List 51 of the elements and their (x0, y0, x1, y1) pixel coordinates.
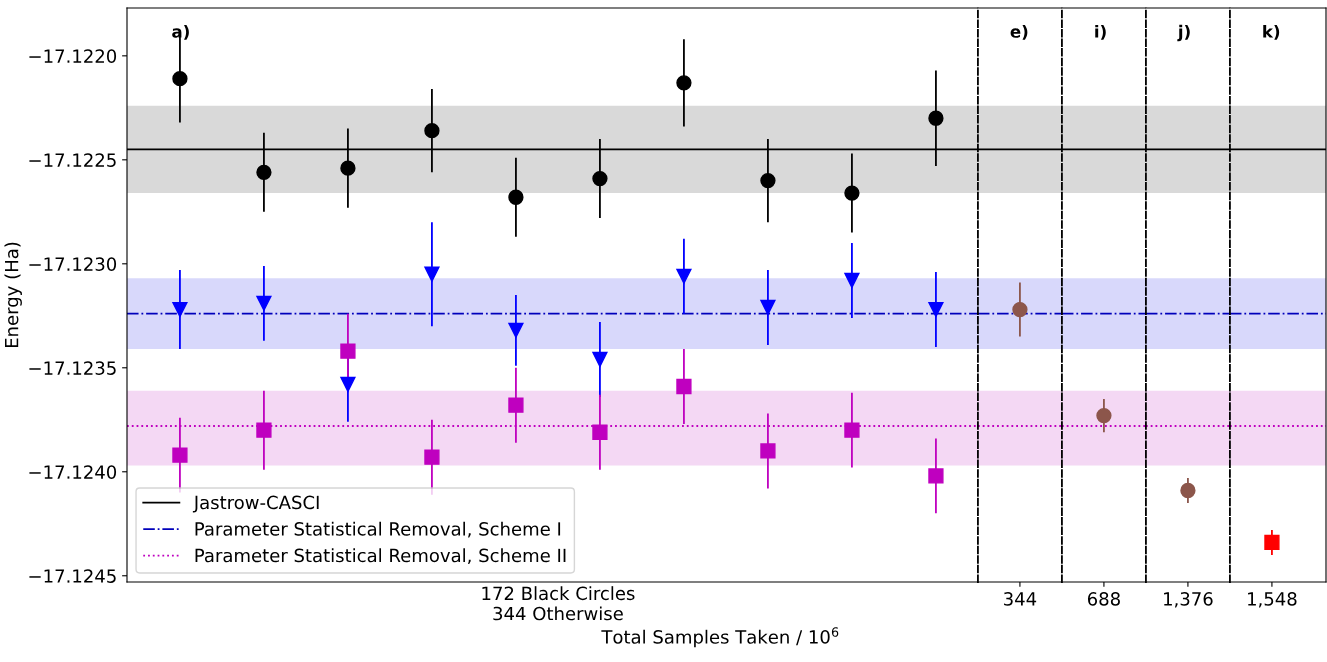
point (256, 422, 272, 438)
x-axis-title: Total Samples Taken / 10$^{6}$ (601, 627, 839, 648)
x-tick-label: 1,376 (1164, 592, 1213, 608)
point (928, 301, 944, 318)
y-tick-label: −17.1235 (29, 361, 116, 375)
y-tick-label: −17.1220 (29, 49, 117, 63)
x-tick-label: 344 (1004, 592, 1037, 606)
point (172, 447, 188, 463)
point (928, 468, 944, 484)
point (928, 110, 944, 126)
point (340, 343, 356, 359)
point (172, 71, 188, 87)
annotation: k) (1263, 24, 1280, 40)
legend-label: Parameter Statistical Removal, Scheme I (195, 521, 561, 538)
point (340, 160, 356, 176)
point (676, 378, 692, 395)
x-tick-label: 1,548 (1248, 592, 1297, 608)
y-tick-label: −17.1225 (29, 153, 116, 167)
legend-label: Parameter Statistical Removal, Scheme II (195, 548, 566, 565)
x-tick-label: 688 (1087, 592, 1120, 606)
point (256, 295, 272, 311)
annotation: j) (1177, 24, 1190, 42)
point (676, 75, 692, 91)
y-tick-label: −17.1245 (29, 569, 116, 583)
point (760, 443, 776, 459)
point (592, 424, 608, 440)
annotation: a) (172, 24, 189, 40)
point (424, 266, 440, 282)
legend-label: Jastrow-CASCI (192, 495, 319, 513)
point (508, 322, 524, 338)
point (424, 449, 440, 465)
point (760, 299, 776, 316)
y-tick-label: −17.1230 (29, 257, 117, 271)
annotation: e) (1010, 24, 1028, 40)
point (592, 351, 608, 368)
point (760, 172, 776, 189)
point (508, 189, 524, 205)
point (508, 397, 524, 413)
y-tick-label: −17.1240 (29, 465, 117, 479)
annotation: i) (1095, 24, 1106, 40)
point (844, 272, 860, 289)
point (844, 422, 860, 438)
point (592, 170, 608, 187)
point (172, 301, 188, 318)
point (256, 164, 272, 180)
point (844, 185, 860, 201)
text: 172 Black Circles 344 Otherwise (482, 586, 635, 621)
point (424, 123, 440, 139)
point (676, 268, 692, 284)
point (340, 376, 356, 393)
y-axis-title: Energy (Ha) (4, 242, 22, 348)
